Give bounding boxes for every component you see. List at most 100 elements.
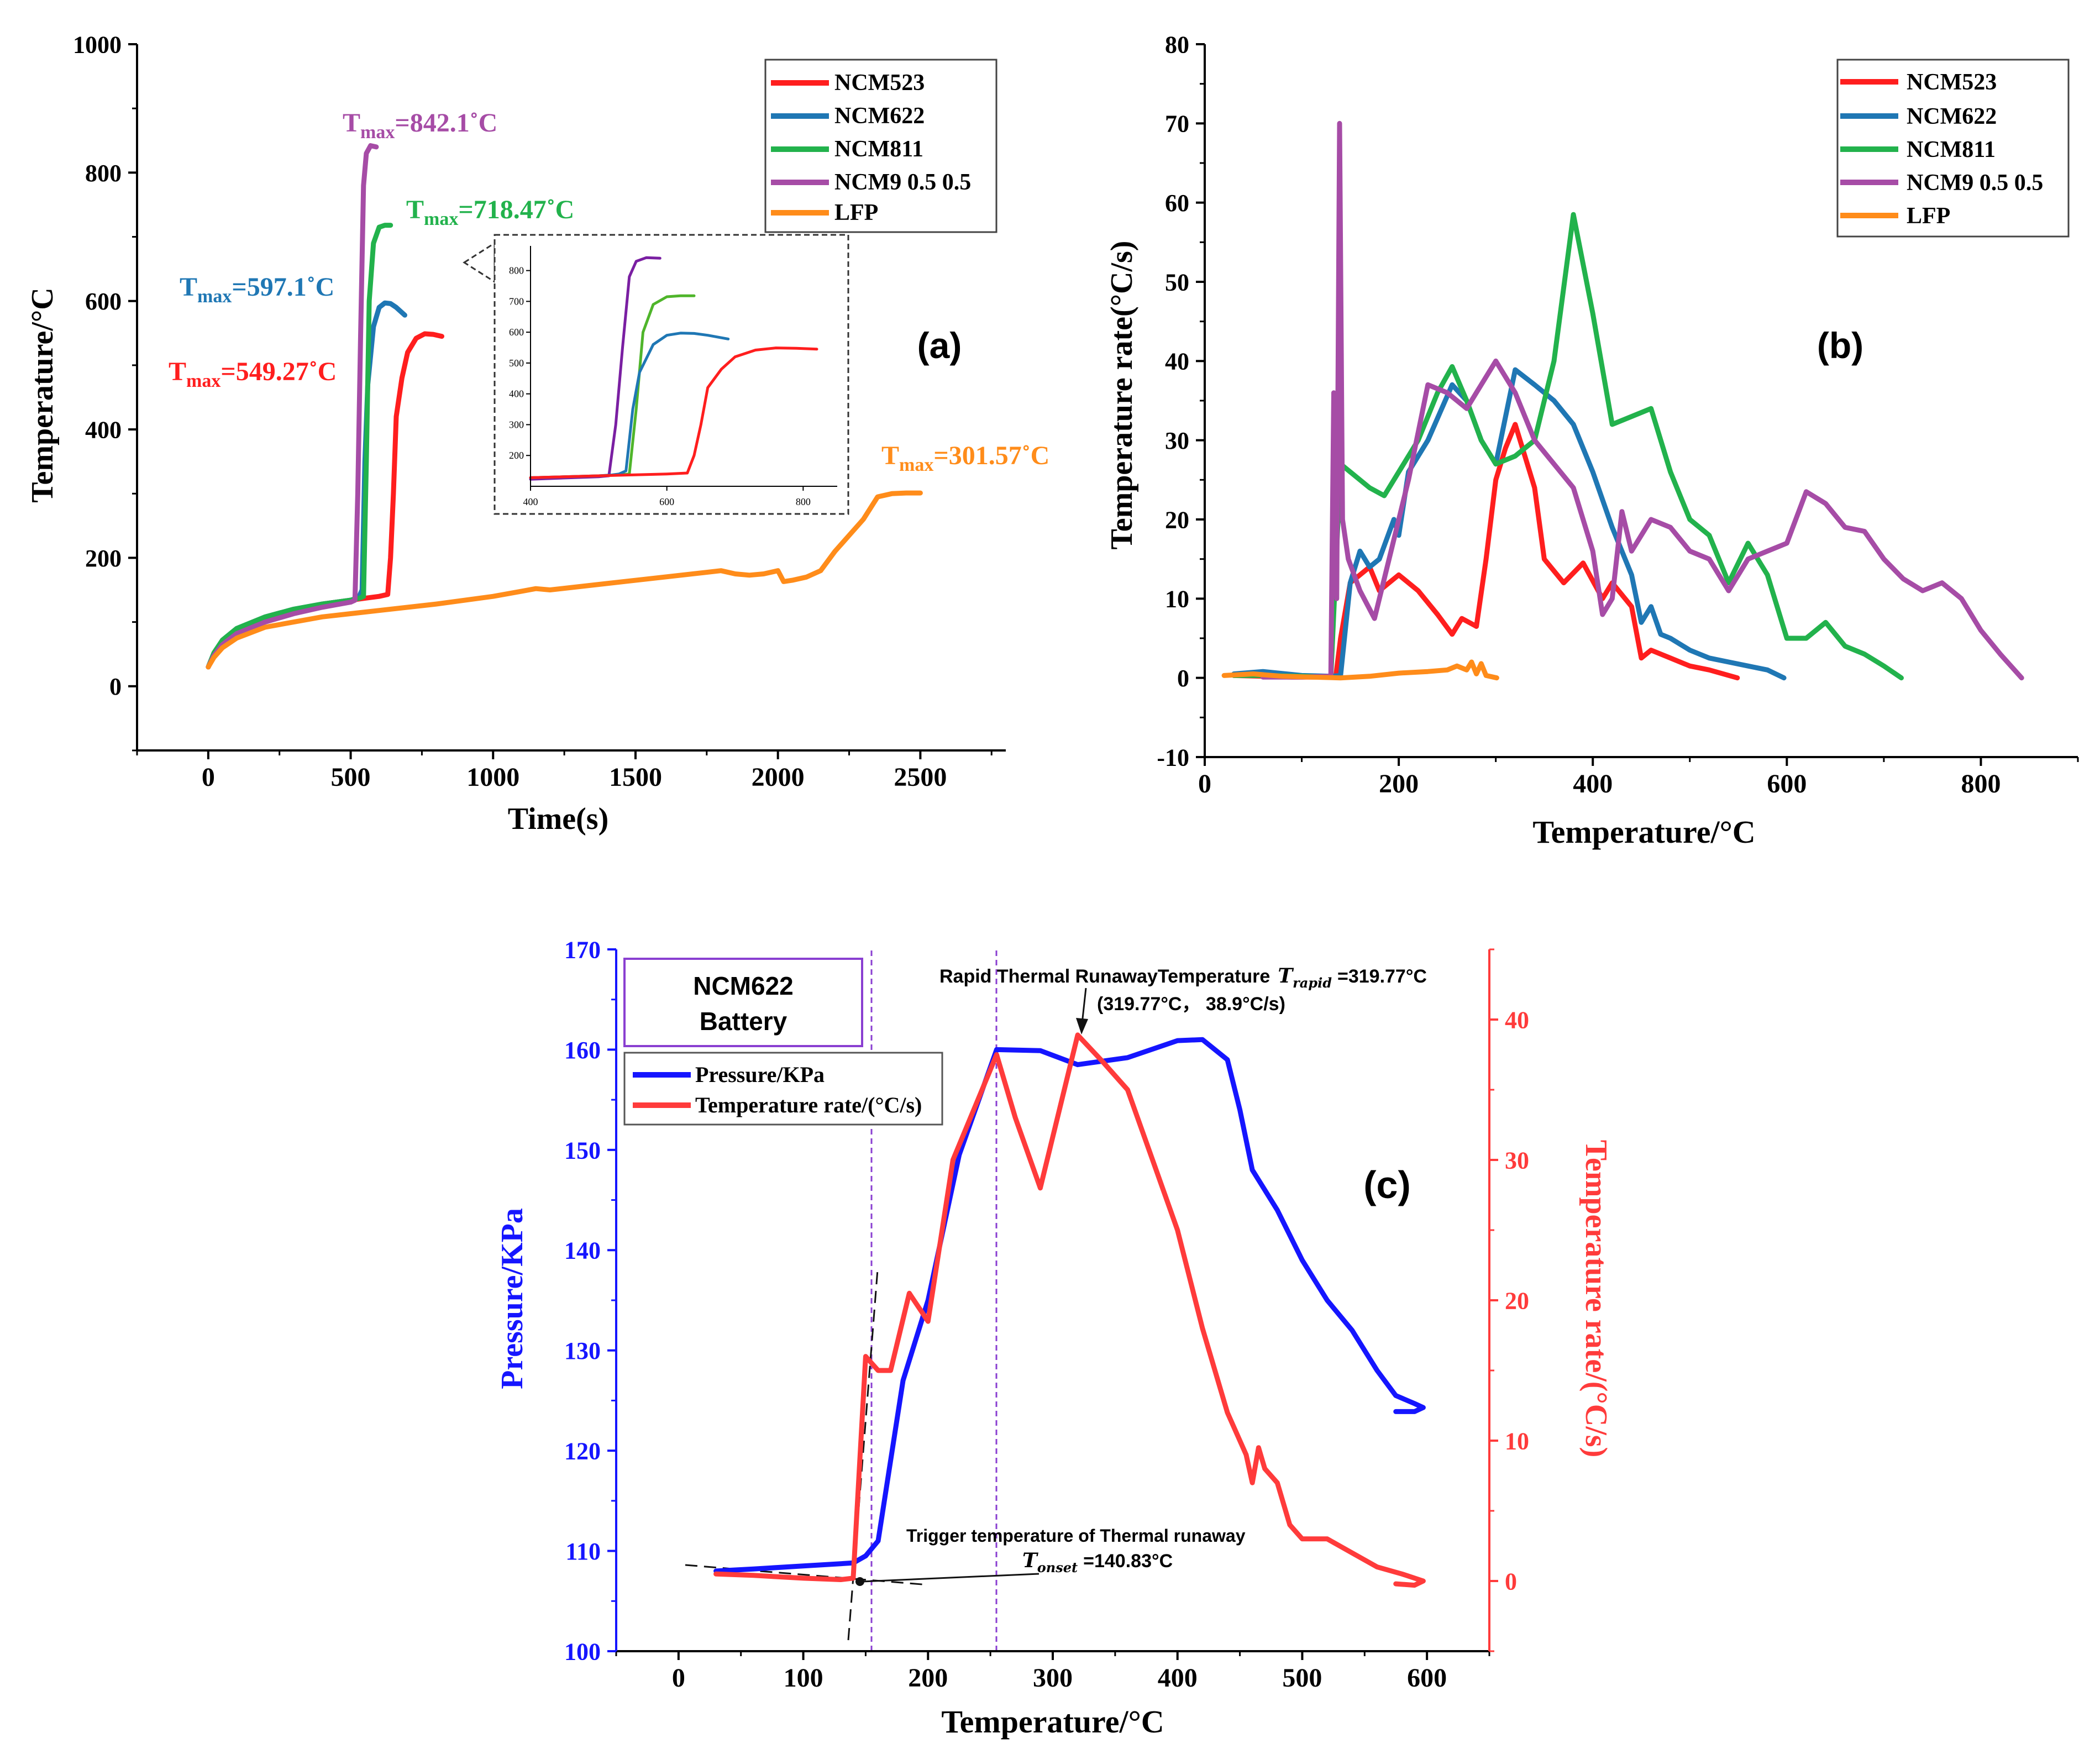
battery-label-box: NCM622 Battery (623, 958, 863, 1047)
annotation-tmax-lfp: Tmax=301.57˚C (881, 441, 1049, 475)
panel-a-tag: (a) (917, 325, 962, 366)
panel-a-x-tick-label: 2000 (752, 763, 805, 792)
panel-b-axes: 0 200 400 600 800 -10 0 10 20 30 40 50 60 70 80 (1157, 31, 2079, 799)
battery-box-line1: NCM622 (693, 971, 794, 1000)
panel-b-y-tick-label: 40 (1165, 348, 1189, 375)
annotation-tmax-ncm811: Tmax=718.47˚C (406, 195, 574, 229)
annotation-rapid-point: (319.77°C， 38.9°C/s) (1097, 994, 1285, 1015)
panel-a-x-tick-label: 0 (202, 763, 215, 792)
panel-c-right-y-tick-label: 20 (1505, 1287, 1529, 1314)
panel-b-series-line-ncm9-0-5-0-5 (1260, 120, 2024, 681)
inset-y-tick-label: 300 (509, 419, 524, 430)
panel-a-legend: NCM523 NCM622 NCM811 NCM9 0.5 0.5 LFP (764, 59, 998, 233)
legend-label-lfp: LFP (1907, 203, 1950, 229)
inset-series-line-ncm523 (529, 346, 818, 479)
legend-label-ncm622: NCM622 (834, 103, 925, 129)
annotation-tmax-ncm622: Tmax=597.1˚C (180, 272, 334, 307)
panel-a-y-axis-title: Temperature/°C (25, 287, 60, 502)
panel-b-x-tick-label: 600 (1767, 769, 1807, 799)
panel-a-y-tick-label: 400 (85, 416, 122, 443)
panel-b-x-axis-title: Temperature/°C (1532, 814, 1755, 850)
panel-c-right-y-tick-label: 40 (1505, 1006, 1529, 1033)
panel-b-series-line-lfp (1221, 659, 1499, 681)
annotation-tmax-ncm523: Tmax=549.27˚C (169, 357, 337, 391)
inset-y-tick-label: 600 (509, 327, 524, 338)
panel-b-y-tick-label: 80 (1165, 31, 1189, 58)
annotation-onset-title: Trigger temperature of Thermal runaway (906, 1526, 1246, 1546)
panel-a-y-tick-label: 1000 (73, 31, 122, 58)
panel-a-y-tick-label: 800 (85, 160, 122, 187)
panel-b-y-axis-title: Temperature rate(°C/s) (1105, 241, 1139, 550)
panel-b-y-tick-label: 20 (1165, 506, 1189, 533)
panel-a-y-tick-label: 600 (85, 288, 122, 315)
panel-c-x-tick-label: 500 (1282, 1663, 1322, 1693)
inset-y-tick-label: 800 (509, 265, 524, 276)
panel-c-left-axis-title: Pressure/KPa (495, 1208, 529, 1389)
annotation-rapid-arrowhead (1076, 1018, 1088, 1034)
inset-x-tick-label: 400 (523, 496, 538, 507)
panel-c-x-tick-label: 400 (1158, 1663, 1198, 1693)
panel-c-right-y-tick-label: 10 (1505, 1427, 1529, 1454)
annotation-tmax-ncm9: Tmax=842.1˚C (343, 108, 497, 143)
panel-b: 0 200 400 600 800 -10 0 10 20 30 40 50 60 70 80 Temper… (1105, 31, 2079, 850)
inset-dashed-frame (494, 234, 849, 515)
legend-label-ncm622: NCM622 (1907, 104, 1997, 129)
panel-a: 0 500 1000 1500 2000 2500 0 200 400 600 800 1000 40… (25, 31, 1049, 836)
panel-b-series-line-ncm811 (1231, 212, 1904, 681)
panel-c-left-y-tick-label: 110 (565, 1538, 601, 1565)
panel-a-x-tick-label: 1000 (466, 763, 519, 792)
panel-b-y-tick-label: 0 (1177, 665, 1189, 692)
legend-label-ncm811: NCM811 (834, 136, 923, 162)
panel-a-y-tick-label: 200 (85, 545, 122, 572)
legend-label-ncm9: NCM9 0.5 0.5 (834, 170, 971, 195)
inset-y-tick-label: 400 (509, 388, 524, 400)
panel-b-x-tick-label: 400 (1573, 769, 1613, 799)
panel-b-legend: NCM523 NCM622 NCM811 NCM9 0.5 0.5 LFP (1836, 59, 2070, 238)
panel-c-left-y-tick-label: 140 (564, 1237, 601, 1264)
battery-box-frame (623, 958, 863, 1047)
panel-c-left-y-tick-label: 150 (564, 1137, 601, 1164)
panel-c-axes: 0 100 200 300 400 500 600100110120130140150160… (564, 936, 1529, 1693)
panel-b-x-tick-label: 200 (1379, 769, 1419, 799)
panel-b-series (1221, 120, 2024, 681)
panel-c-right-y-tick-label: 30 (1505, 1147, 1529, 1174)
panel-c-series-line-temperature-rate-c-s (713, 1032, 1426, 1588)
panel-a-x-tick-label: 1500 (609, 763, 662, 792)
annotation-onset-arrow (862, 1573, 1040, 1583)
panel-c-left-y-tick-label: 120 (564, 1438, 601, 1465)
panel-c-series-line-pressure-kpa (713, 1037, 1426, 1574)
panel-c-x-tick-label: 300 (1033, 1663, 1073, 1693)
panel-c-right-axis-title: Temperature rate/(°C/s) (1579, 1140, 1613, 1457)
legend-label-ncm9: NCM9 0.5 0.5 (1907, 170, 2043, 196)
panel-c-tag: (c) (1363, 1163, 1411, 1206)
panel-b-y-tick-label: 30 (1165, 427, 1189, 454)
panel-a-inset: 400 600 800 200 300 400 500 600 700 800 (463, 234, 849, 515)
inset-y-tick-label: 700 (509, 296, 524, 307)
panel-b-x-tick-label: 800 (1961, 769, 2001, 799)
panel-c-legend: Pressure/KPa Temperature rate/(°C/s) (623, 1052, 943, 1126)
battery-box-line2: Battery (700, 1007, 788, 1036)
annotation-rapid-arrow (1081, 988, 1087, 1024)
legend-label-ncm811: NCM811 (1907, 137, 1996, 162)
legend-label-ncm523: NCM523 (834, 70, 925, 96)
legend-label-temperature-rate: Temperature rate/(°C/s) (695, 1093, 922, 1117)
panel-c-x-tick-label: 100 (784, 1663, 823, 1693)
panel-a-series-line-ncm9-0-5-0-5 (206, 143, 379, 670)
panel-a-y-tick-label: 0 (109, 673, 122, 700)
panel-a-x-axis-title: Time(s) (508, 802, 609, 836)
panel-c-legend-box (623, 1052, 943, 1126)
inset-y-tick-label: 200 (509, 450, 524, 461)
panel-c-left-y-tick-label: 160 (564, 1037, 601, 1064)
panel-b-tag: (b) (1817, 325, 1863, 366)
panel-a-x-tick-label: 2500 (894, 763, 947, 792)
panel-b-y-tick-label: 70 (1165, 111, 1189, 138)
panel-c: 0 100 200 300 400 500 600100110120130140150160… (495, 936, 1613, 1740)
panel-a-series-line-lfp (206, 490, 923, 670)
inset-y-tick-label: 500 (509, 358, 524, 369)
panel-b-y-tick-label: 10 (1165, 586, 1189, 613)
panel-c-left-y-tick-label: 130 (564, 1337, 601, 1364)
onset-point-marker (855, 1577, 864, 1586)
panel-b-series-line-ncm622 (1231, 367, 1787, 681)
